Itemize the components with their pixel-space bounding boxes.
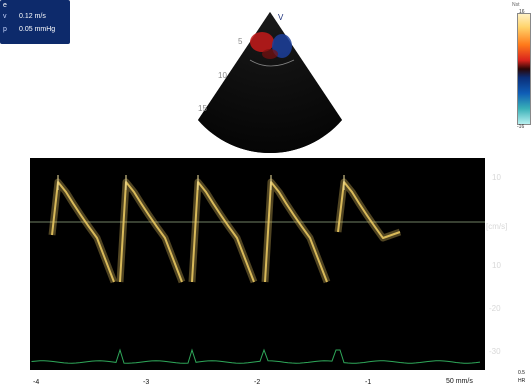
corner-label: HR bbox=[518, 378, 526, 384]
readout-value: 0.12 m/s bbox=[19, 13, 46, 20]
colorbar-top-value: 16 bbox=[519, 9, 525, 15]
color-doppler-sector: V 5 10 15 bbox=[198, 12, 342, 154]
waveform-envelope bbox=[51, 181, 401, 283]
ecg-trace bbox=[31, 348, 481, 364]
x-tick-label: -2 bbox=[254, 379, 260, 386]
readout-header: e bbox=[3, 2, 7, 9]
colorbar-bottom-value: -16 bbox=[517, 124, 525, 130]
y-tick-label: -30 bbox=[489, 347, 501, 356]
y-tick-label: 10 bbox=[492, 173, 501, 182]
y-tick-label: -20 bbox=[489, 304, 501, 313]
sector-marker: V bbox=[278, 13, 284, 22]
sweep-speed-label: 50 mm/s bbox=[446, 378, 473, 385]
doppler-background bbox=[30, 158, 485, 370]
x-tick-label: -3 bbox=[143, 379, 149, 386]
depth-label: 5 bbox=[238, 37, 243, 46]
y-tick-label: [cm/s] bbox=[486, 222, 507, 231]
y-tick-label: 10 bbox=[492, 261, 501, 270]
corner-label: 0.5 bbox=[518, 370, 525, 376]
readout-row-velocity: v 0.12 m/s bbox=[3, 13, 46, 20]
depth-label: 15 bbox=[198, 104, 207, 113]
x-tick-label: -1 bbox=[365, 379, 371, 386]
velocity-waveform bbox=[48, 175, 402, 284]
colorbar-label: Nst bbox=[512, 2, 520, 8]
depth-label: 10 bbox=[218, 71, 227, 80]
readout-key: p bbox=[3, 26, 7, 33]
readout-key: v bbox=[3, 13, 7, 20]
color-flow-region bbox=[249, 32, 295, 67]
measurement-readout: e v 0.12 m/s p 0.05 mmHg bbox=[0, 0, 70, 44]
readout-row-pressure: p 0.05 mmHg bbox=[3, 26, 55, 33]
readout-value: 0.05 mmHg bbox=[19, 26, 56, 33]
x-tick-label: -4 bbox=[33, 379, 39, 386]
